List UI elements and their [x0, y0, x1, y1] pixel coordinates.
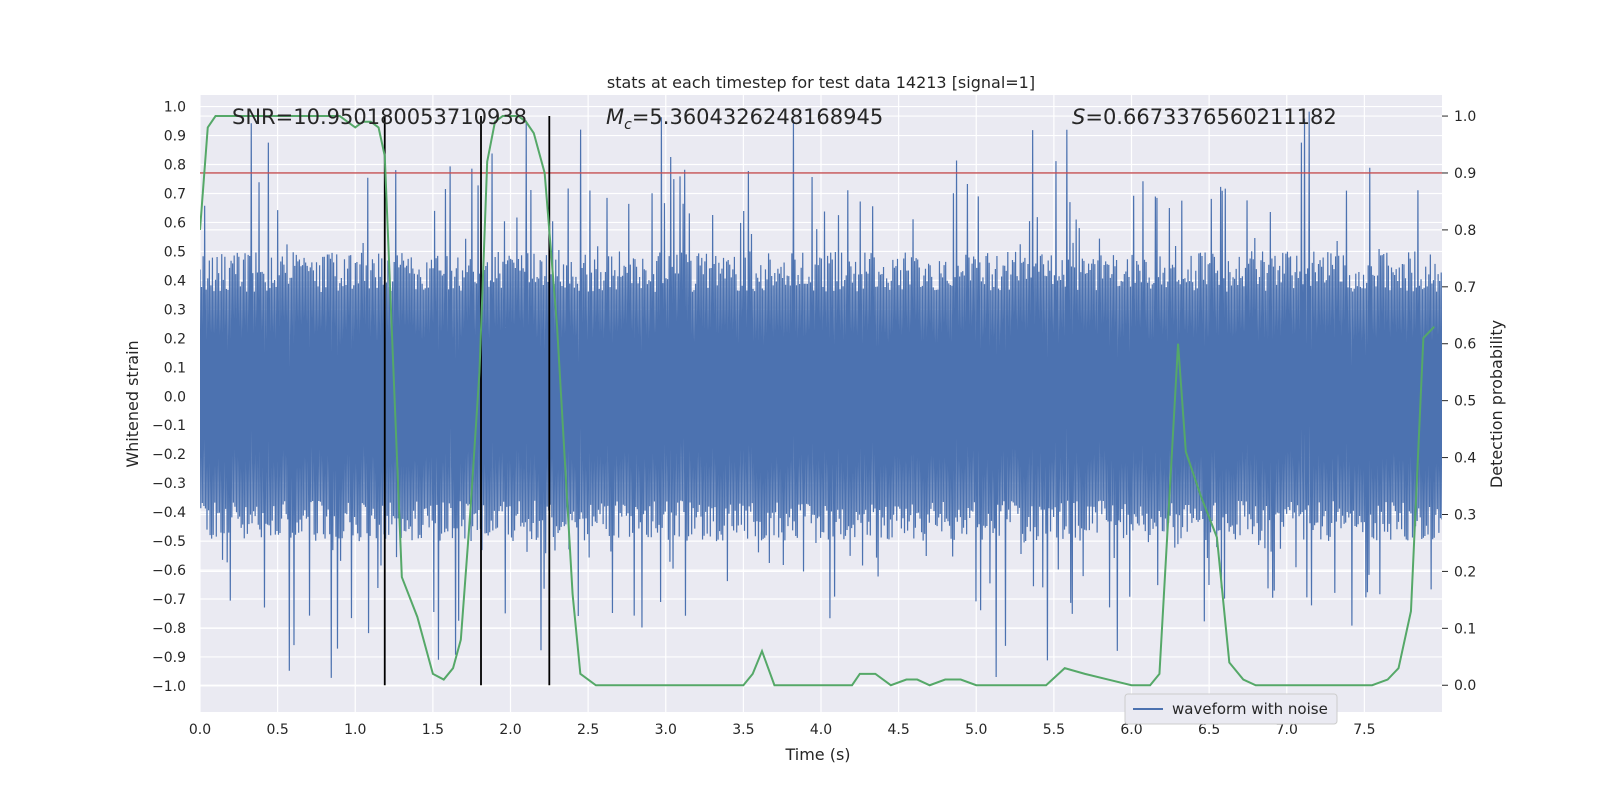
legend: waveform with noise	[1124, 693, 1338, 725]
y-left-tick-label: −0.6	[152, 563, 186, 579]
y-left-tick-label: 0.9	[164, 129, 186, 145]
y-left-tick-label: 0.1	[164, 360, 186, 376]
x-tick-label: 1.0	[344, 722, 366, 738]
x-tick-label: 1.5	[422, 722, 444, 738]
x-tick-label: 0.5	[266, 722, 288, 738]
y-right-tick-label: 0.6	[1454, 337, 1476, 353]
y-right-tick-label: 0.5	[1454, 394, 1476, 410]
y-left-tick-label: 0.2	[164, 331, 186, 347]
x-tick-label: 6.5	[1198, 722, 1220, 738]
y-left-tick-label: −1.0	[152, 679, 186, 695]
vertical-markers	[383, 116, 551, 686]
snr-annotation: SNR=10.950180053710938	[232, 105, 527, 129]
y-left-tick-label: 0.3	[164, 302, 186, 318]
y-left-tick-label: 0.7	[164, 186, 186, 202]
legend-box	[1124, 693, 1338, 725]
x-tick-label: 3.5	[732, 722, 754, 738]
mc-symbol: M	[606, 105, 624, 129]
x-tick-label: 2.0	[499, 722, 521, 738]
y-right-tick-label: 0.0	[1454, 678, 1476, 694]
x-tick-label: 6.0	[1120, 722, 1142, 738]
y-axis-title-left: Whitened strain	[123, 340, 142, 467]
y-left-tick-label: 0.5	[164, 244, 186, 260]
y-right-tick-label: 1.0	[1454, 109, 1476, 125]
x-tick-label: 4.5	[887, 722, 909, 738]
x-tick-label: 3.0	[655, 722, 677, 738]
y-left-tick-label: −0.5	[152, 534, 186, 550]
y-left-tick-label: −0.4	[152, 505, 186, 521]
y-left-tick-label: 0.4	[164, 273, 186, 289]
waveform-series	[200, 111, 1442, 678]
legend-label: waveform with noise	[1172, 700, 1328, 718]
y-right-tick-label: 0.3	[1454, 507, 1476, 523]
y-left-tick-label: 0.8	[164, 158, 186, 174]
x-tick-labels: 0.0 0.5 1.0 1.5 2.0 2.5 3.0 3.5 4.0 4.5 5.0 5.5 6.0 6…	[189, 722, 1376, 738]
y-left-tick-label: 1.0	[164, 100, 186, 116]
mc-subscript: c	[624, 117, 632, 133]
y-right-tick-label: 0.9	[1454, 166, 1476, 182]
y-left-tick-label: 0.0	[164, 389, 186, 405]
x-tick-label: 4.0	[810, 722, 832, 738]
y-right-tick-labels: 1.0 0.9 0.8 0.7 0.6 0.5 0.4 0.3 0.2 0.1 0.0	[1442, 109, 1476, 694]
y-left-tick-label: −0.1	[152, 418, 186, 434]
y-axis-title-right: Detection probability	[1487, 320, 1506, 488]
y-left-tick-label: −0.7	[152, 592, 186, 608]
y-right-tick-label: 0.7	[1454, 280, 1476, 296]
x-tick-label: 5.0	[965, 722, 987, 738]
mc-value: =5.3604326248168945	[632, 105, 883, 129]
chart-title: stats at each timestep for test data 142…	[607, 73, 1035, 92]
y-right-tick-label: 0.1	[1454, 621, 1476, 637]
y-right-tick-label: 0.2	[1454, 564, 1476, 580]
x-tick-label: 7.5	[1353, 722, 1375, 738]
y-right-tick-label: 0.4	[1454, 451, 1476, 467]
x-tick-label: 5.5	[1043, 722, 1065, 738]
s-annotation: S=0.6673376560211182	[1072, 105, 1337, 129]
x-tick-label: 0.0	[189, 722, 211, 738]
x-tick-label: 2.5	[577, 722, 599, 738]
s-value: =0.6673376560211182	[1085, 105, 1336, 129]
y-left-tick-label: 0.6	[164, 215, 186, 231]
x-axis-title: Time (s)	[784, 745, 850, 764]
y-left-tick-label: −0.9	[152, 650, 186, 666]
y-left-tick-label: −0.3	[152, 476, 186, 492]
x-tick-label: 7.0	[1276, 722, 1298, 738]
y-left-tick-label: −0.8	[152, 621, 186, 637]
y-right-tick-label: 0.8	[1454, 223, 1476, 239]
s-symbol: S	[1072, 105, 1085, 129]
y-left-tick-label: −0.2	[152, 447, 186, 463]
chirp-mass-annotation: Mc=5.3604326248168945	[606, 105, 883, 133]
probability-series	[200, 115, 1435, 687]
y-left-tick-labels: 1.0 0.9 0.8 0.7 0.6 0.5 0.4 0.3 0.2 0.1 0.0 −0.1 −0.…	[152, 100, 186, 695]
